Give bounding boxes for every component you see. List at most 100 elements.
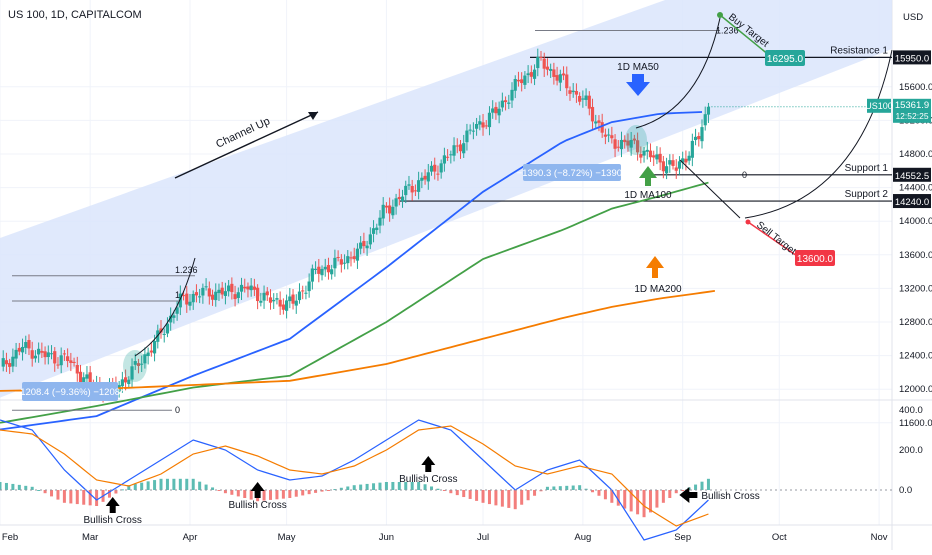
candle-body (561, 73, 566, 76)
candle-body (236, 292, 240, 298)
histogram-bar (423, 484, 427, 490)
ma200-arrow (646, 256, 664, 278)
histogram-bar (165, 478, 169, 490)
price-tick-label: 12800.0 (899, 317, 932, 328)
candle-body (317, 266, 321, 274)
candle-body (442, 155, 446, 164)
histogram-bar (694, 484, 698, 490)
candle-body (703, 114, 707, 126)
candle-body (474, 123, 479, 129)
last-price-value: 15361.9 (895, 100, 929, 111)
candle-body (207, 288, 211, 297)
candle-body (330, 269, 334, 275)
histogram-bar (404, 482, 408, 490)
symbol-tag-box (867, 98, 891, 113)
histogram-bar (455, 490, 459, 496)
candle-body (600, 122, 604, 133)
histogram-bar (120, 489, 124, 491)
bullish-cross-label: Bullish Cross (701, 491, 759, 502)
histogram-bar (288, 490, 292, 498)
histogram-bar (661, 490, 665, 503)
candle-body (284, 300, 289, 311)
histogram-bar (565, 485, 569, 490)
histogram-bar (346, 486, 350, 490)
candle-body (368, 234, 372, 245)
histogram-bar (146, 481, 150, 490)
channel-arrow (174, 111, 319, 179)
histogram-bar (520, 490, 524, 505)
time-tick-label: Jul (477, 532, 489, 543)
candle-body (75, 365, 79, 374)
candle-body (281, 304, 285, 310)
candle-body (181, 295, 186, 297)
candle-body (169, 315, 173, 323)
level-price-tag-text: 14552.5 (895, 171, 929, 182)
ma100-arrow (639, 166, 657, 186)
histogram-bar (159, 478, 163, 490)
candle-body (487, 112, 492, 128)
histogram-bar (24, 485, 28, 490)
candle-body (436, 173, 440, 175)
candle-body (27, 340, 31, 349)
histogram-bar (359, 484, 363, 490)
candle-body (185, 293, 189, 305)
macd-tick-label: 400.0 (899, 405, 923, 416)
candle-body (626, 140, 630, 146)
histogram-bar (442, 490, 446, 491)
candle-body (239, 284, 244, 292)
histogram-bar (11, 483, 15, 490)
fib-left-1236-label: 1.236 (175, 265, 198, 275)
candle-body (201, 287, 205, 296)
price-tick-label: 12000.0 (899, 384, 932, 395)
histogram-bar (558, 486, 562, 490)
candle-body (645, 149, 649, 152)
candle-body (323, 266, 327, 270)
candle-body (262, 292, 266, 301)
candle-body (404, 185, 408, 196)
candle-body (439, 163, 443, 173)
candle-body (162, 333, 166, 335)
candle-body (619, 139, 624, 150)
candle-body (53, 351, 57, 364)
macd-tick-label: 200.0 (899, 445, 923, 456)
candle-body (513, 78, 517, 91)
candle-body (24, 342, 28, 348)
candle-body (449, 154, 453, 156)
symbol-title[interactable]: US 100, 1D, CAPITALCOM (8, 9, 142, 21)
candle-body (259, 300, 263, 303)
histogram-bar (133, 483, 137, 490)
histogram-bar (378, 482, 382, 490)
histogram-bar (462, 490, 466, 498)
candle-body (420, 177, 424, 181)
histogram-bar (391, 482, 395, 490)
candle-body (381, 204, 385, 219)
histogram-bar (410, 482, 414, 490)
candle-body (188, 301, 192, 306)
histogram-bar (700, 481, 704, 490)
price-tick-label: 14800.0 (899, 149, 932, 160)
candle-body (43, 351, 47, 358)
candle-body (603, 134, 608, 137)
histogram-bar (127, 485, 131, 490)
candle-body (642, 150, 646, 156)
histogram-bar (384, 482, 388, 490)
candle-body (616, 146, 620, 148)
candle-body (72, 361, 76, 363)
sell-target-value: 13600.0 (797, 254, 834, 265)
candle-body (20, 346, 25, 353)
candle-body (558, 74, 562, 83)
histogram-bar (584, 488, 588, 490)
left-projection-curve (134, 257, 196, 357)
candle-body (346, 256, 350, 264)
histogram-bar (140, 482, 144, 490)
candle-body (584, 95, 588, 100)
candle-body (658, 153, 662, 163)
candle-body (230, 283, 234, 293)
histogram-bar (95, 490, 99, 506)
histogram-bar (597, 490, 601, 496)
histogram-bar (655, 490, 659, 508)
fib-right-1236-label: 1.236 (716, 26, 739, 36)
histogram-bar (417, 482, 421, 490)
candle-body (503, 100, 508, 103)
histogram-bar (107, 490, 111, 498)
